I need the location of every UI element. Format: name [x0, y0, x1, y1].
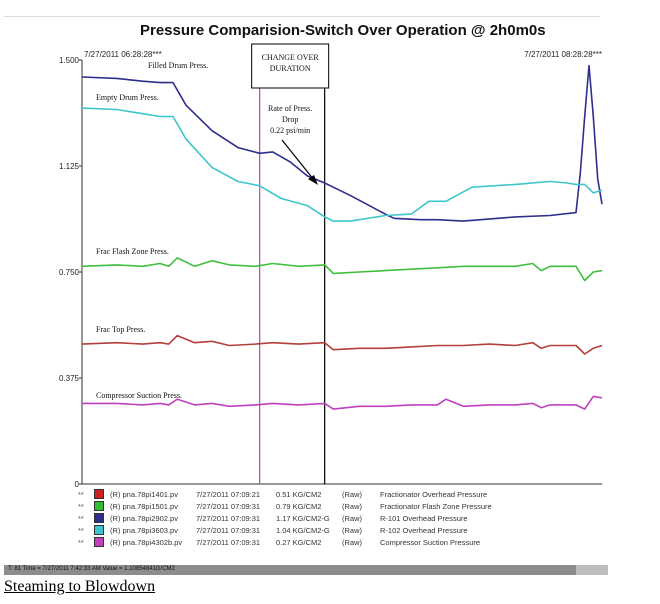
start-time-label: 7/27/2011 06:28:28***: [84, 50, 162, 59]
legend-stars: **: [78, 513, 84, 523]
legend-tag: (R) pna.78pi4302b.pv: [110, 537, 183, 547]
series-label-3: Frac Flash Zone Press.: [96, 247, 169, 256]
series-line-3: [81, 257, 603, 282]
legend-description: R-102 Overhead Pressure: [380, 525, 468, 535]
legend-row: ** (R) pna.78pi3603.pv 7/27/2011 07:09:31 1…: [78, 524, 638, 536]
rate-arrow-head: [308, 175, 318, 185]
legend-swatch: [94, 525, 104, 535]
series-label-1: Filled Drum Press.: [148, 61, 208, 70]
legend-value: 0.79 KG/CM2: [276, 501, 322, 511]
rate-annotation-text: Rate of Press.: [268, 104, 312, 113]
legend-mode: (Raw): [342, 525, 362, 535]
rate-annotation-text: 0.22 psi/min: [270, 126, 310, 135]
legend-description: Fractionator Flash Zone Pressure: [380, 501, 492, 511]
y-tick-label: 0.750: [59, 268, 80, 277]
legend-stars: **: [78, 525, 84, 535]
legend-tag: (R) pna.78pi2902.pv: [110, 513, 178, 523]
legend-description: Fractionator Overhead Pressure: [380, 489, 488, 499]
series-lines: [81, 64, 603, 410]
legend-stars: **: [78, 489, 84, 499]
change-over-text: DURATION: [270, 64, 311, 73]
legend-tag: (R) pna.78pi1401.pv: [110, 489, 178, 499]
legend-swatch: [94, 513, 104, 523]
series-label-4: Frac Top Press.: [96, 325, 145, 334]
vertical-markers: [251, 43, 330, 484]
legend-time: 7/27/2011 07:09:31: [196, 537, 261, 547]
legend-value: 1.17 KG/CM2-G: [276, 513, 330, 523]
legend-swatch: [94, 501, 104, 511]
legend-value: 1.04 KG/CM2-G: [276, 525, 330, 535]
series-label-2: Empty Drum Press.: [96, 93, 159, 102]
change-over-text: CHANGE OVER: [262, 53, 320, 62]
legend-row: ** (R) pna.78pi2902.pv 7/27/2011 07:09:31 1…: [78, 512, 638, 524]
series-line-2: [81, 107, 603, 222]
legend-tag: (R) pna.78pi3603.pv: [110, 525, 178, 535]
y-tick-label: 1.125: [59, 162, 80, 171]
y-tick-label: 0: [75, 480, 80, 489]
rate-annotation-text: Drop: [282, 115, 298, 124]
chart-axes: 1.500 1.125 0.750 0.375 0 7/27/2011 06:28:28*…: [59, 50, 602, 489]
legend-stars: **: [78, 537, 84, 547]
series-label-5: Compressor Suction Press.: [96, 391, 182, 400]
chart-annotations: Filled Drum Press. Empty Drum Press. Frac …: [96, 53, 319, 400]
legend-swatch: [94, 537, 104, 547]
legend-row: ** (R) pna.78pi1501.pv 7/27/2011 07:09:31 0…: [78, 500, 638, 512]
legend-table: ** (R) pna.78pi1401.pv 7/27/2011 07:09:21 0…: [78, 488, 638, 548]
change-over-box: [251, 43, 330, 89]
legend-row: ** (R) pna.78pi1401.pv 7/27/2011 07:09:21 0…: [78, 488, 638, 500]
status-bar: T: 81 Time = 7/27/2011 7:42:33 AM Value …: [4, 565, 608, 575]
legend-value: 0.51 KG/CM2: [276, 489, 322, 499]
top-divider: [4, 16, 600, 17]
legend-description: R-101 Overhead Pressure: [380, 513, 468, 523]
series-line-4: [81, 334, 603, 355]
legend-time: 7/27/2011 07:09:31: [196, 501, 261, 511]
legend-mode: (Raw): [342, 537, 362, 547]
legend-mode: (Raw): [342, 501, 362, 511]
legend-time: 7/27/2011 07:09:31: [196, 513, 261, 523]
y-tick-label: 1.500: [59, 56, 80, 65]
legend-stars: **: [78, 501, 84, 511]
legend-time: 7/27/2011 07:09:21: [196, 489, 261, 499]
legend-mode: (Raw): [342, 489, 362, 499]
legend-row: ** (R) pna.78pi4302b.pv 7/27/2011 07:09:31…: [78, 536, 638, 548]
rate-arrow: [281, 139, 315, 181]
caption: Steaming to Blowdown: [4, 578, 156, 595]
end-time-label: 7/27/2011 08:28:28***: [524, 50, 602, 59]
legend-description: Compressor Suction Pressure: [380, 537, 481, 547]
legend-mode: (Raw): [342, 513, 362, 523]
legend-tag: (R) pna.78pi1501.pv: [110, 501, 178, 511]
chart-plot: 1.500 1.125 0.750 0.375 0 7/27/2011 06:28:28*…: [59, 43, 603, 489]
series-line-5: [82, 395, 603, 410]
legend-swatch: [94, 489, 104, 499]
chart-title: Pressure Comparision-Switch Over Operati…: [140, 22, 546, 39]
series-line-1: [81, 64, 603, 222]
status-bar-end: [576, 565, 608, 575]
status-text: T: 81 Time = 7/27/2011 7:42:33 AM Value …: [8, 566, 175, 572]
legend-time: 7/27/2011 07:09:31: [196, 525, 261, 535]
legend-value: 0.27 KG/CM2: [276, 537, 322, 547]
y-tick-label: 0.375: [59, 374, 80, 383]
